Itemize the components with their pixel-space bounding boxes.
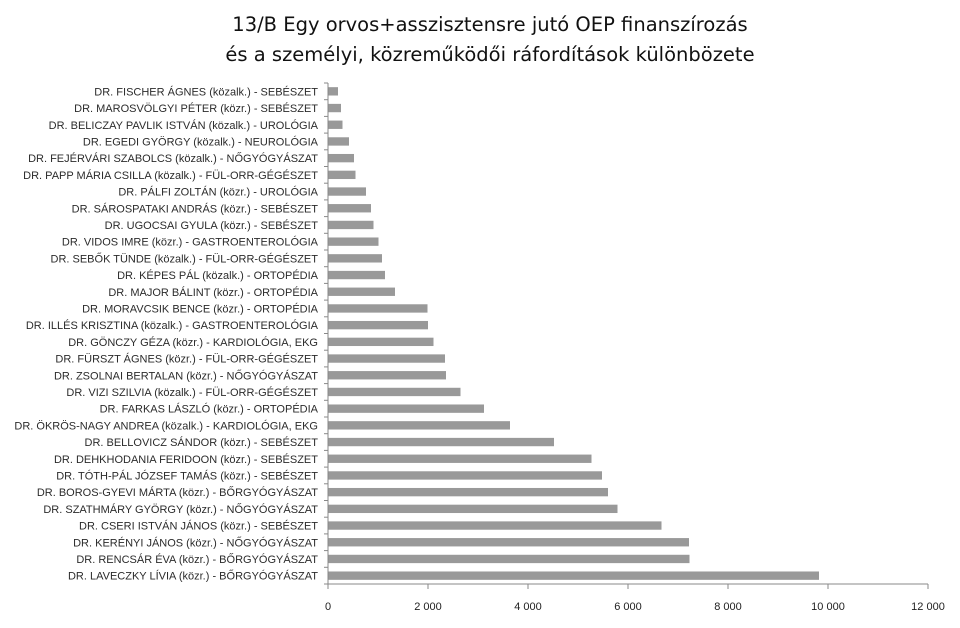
category-label: DR. BOROS-GYEVI MÁRTA (közr.) - BŐRGYÓGY… [37,485,318,499]
bar [328,120,343,129]
bar [328,371,446,380]
bar [328,571,819,580]
category-label: DR. FÜRSZT ÁGNES (közr.) - FÜL-ORR-GÉGÉS… [55,353,318,366]
category-label: DR. EGEDI GYÖRGY (közalk.) - NEUROLÓGIA [83,135,319,148]
bar [328,421,510,430]
bar [328,137,349,146]
category-label: DR. SEBŐK TÜNDE (közalk.) - FÜL-ORR-GÉGÉ… [51,251,319,265]
chart-title: 13/B Egy orvos+asszisztensre jutó OEP fi… [140,10,840,70]
category-label: DR. FARKAS LÁSZLÓ (közr.) - ORTOPÉDIA [100,403,319,416]
x-tick-label: 6 000 [614,601,642,613]
bar [328,304,428,313]
bar [328,320,428,330]
bar [328,220,374,230]
bar [328,487,608,497]
category-label: DR. SZATHMÁRY GYÖRGY (közr.) - NŐGYÓGYÁS… [43,502,318,516]
chart-title-line-2: és a személyi, közreműködői ráfordítások… [225,43,755,66]
category-label: DR. PÁLFI ZOLTÁN (közr.) - UROLÓGIA [118,186,318,199]
bar [328,538,689,547]
x-tick-label: 12 000 [911,601,945,613]
bar [328,103,341,113]
x-tick-label: 4 000 [514,601,542,613]
category-label: DR. KERÉNYI JÁNOS (közr.) - NŐGYÓGYÁSZAT [73,535,318,549]
bar [328,471,602,480]
chart-title-line-1: 13/B Egy orvos+asszisztensre jutó OEP fi… [232,13,748,36]
bar [328,187,366,196]
x-tick-label: 0 [325,601,331,613]
bar [328,437,554,447]
x-tick-label: 8 000 [714,601,742,613]
category-label: DR. FEJÉRVÁRI SZABOLCS (közalk.) - NŐGYÓ… [28,151,318,165]
category-label: DR. VIZI SZILVIA (közalk.) - FÜL-ORR-GÉG… [66,386,318,399]
x-tick-label: 10 000 [811,601,845,613]
category-label: DR. MAROSVÖLGYI PÉTER (közr.) - SEBÉSZET [74,102,318,115]
category-label: DR. VIDOS IMRE (közr.) - GASTROENTEROLÓG… [62,236,319,249]
bar [328,554,690,564]
category-label: DR. MORAVCSIK BENCE (közr.) - ORTOPÉDIA [82,302,319,315]
category-label: DR. FISCHER ÁGNES (közalk.) - SEBÉSZET [94,85,318,98]
category-label: DR. LAVECZKY LÍVIA (közr.) - BŐRGYÓGYÁSZ… [68,569,318,583]
bar [328,87,338,96]
bar [328,270,385,280]
category-label: DR. TÓTH-PÁL JÓZSEF TAMÁS (közr.) - SEBÉ… [56,469,318,482]
bar [328,404,484,413]
category-label: DR. KÉPES PÁL (közalk.) - ORTOPÉDIA [117,269,319,282]
category-label: DR. BELICZAY PAVLIK ISTVÁN (közalk.) - U… [49,119,319,132]
x-tick-label: 2 000 [414,601,442,613]
bars-group [328,87,819,580]
category-label: DR. UGOCSAI GYULA (közr.) - SEBÉSZET [105,219,319,232]
bar [328,337,434,347]
bar [328,254,382,263]
category-label: DR. ILLÉS KRISZTINA (közalk.) - GASTROEN… [26,319,319,332]
category-label: DR. GÖNCZY GÉZA (közr.) - KARDIOLÓGIA, E… [68,336,318,349]
bar [328,454,592,463]
category-labels-group: DR. FISCHER ÁGNES (közalk.) - SEBÉSZET DR… [14,85,318,582]
category-label: DR. SÁROSPATAKI ANDRÁS (közr.) - SEBÉSZE… [72,202,319,215]
category-label: DR. RENCSÁR ÉVA (közr.) - BŐRGYÓGYÁSZAT [76,552,318,566]
bar [328,153,354,163]
bar [328,204,371,213]
category-label: DR. MAJOR BÁLINT (közr.) - ORTOPÉDIA [108,286,318,299]
category-label: DR. PAPP MÁRIA CSILLA (közalk.) - FÜL-OR… [23,169,318,182]
category-label: DR. DEHKHODANIA FERIDOON (közr.) - SEBÉS… [54,453,318,466]
category-label: DR. BELLOVICZ SÁNDOR (közr.) - SEBÉSZET [85,436,319,449]
bar [328,354,445,363]
bar [328,387,461,397]
bar [328,237,379,246]
bar [328,521,662,530]
x-axis: 0 2 000 4 000 6 000 8 000 10 000 12 000 [324,82,945,613]
category-label: DR. CSERI ISTVÁN JÁNOS (közr.) - SEBÉSZE… [79,520,318,533]
bar [328,170,356,180]
bar [328,287,395,296]
bar [328,504,618,514]
category-label: DR. ZSOLNAI BERTALAN (közr.) - NŐGYÓGYÁS… [54,368,318,382]
category-label: DR. ÖKRÖS-NAGY ANDREA (közalk.) - KARDIO… [14,419,318,432]
